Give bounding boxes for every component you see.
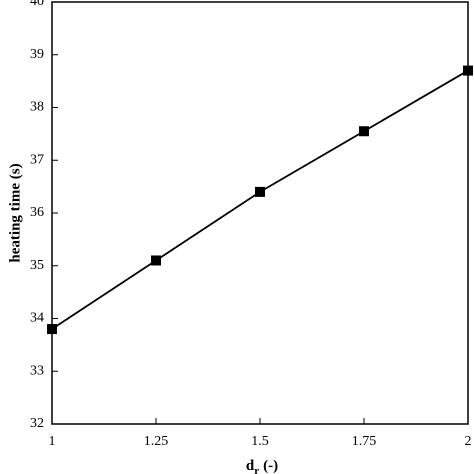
y-tick-label: 32	[30, 416, 44, 431]
x-label-sub: r	[254, 465, 259, 474]
y-tick-label: 33	[30, 363, 44, 378]
y-tick-label: 34	[30, 311, 44, 326]
x-tick-label: 1.25	[144, 434, 169, 449]
y-tick-label: 37	[30, 152, 44, 167]
y-tick-label: 39	[30, 47, 44, 62]
data-point	[359, 126, 369, 137]
plot-frame	[51, 1, 469, 425]
y-tick-label: 35	[30, 258, 44, 273]
y-tick-label: 38	[30, 100, 44, 115]
y-axis-label: heating time (s)	[7, 163, 23, 262]
x-tick-label: 2	[465, 434, 472, 449]
data-point	[463, 65, 473, 76]
data-line	[51, 69, 469, 330]
x-axis-label: dr (-)	[246, 458, 278, 474]
data-point	[47, 324, 57, 335]
x-tick-label: 1.75	[352, 434, 377, 449]
data-point	[255, 186, 265, 197]
y-tick-label: 36	[30, 205, 44, 220]
x-label-unit: (-)	[263, 458, 278, 474]
x-label-main: d	[246, 458, 255, 474]
data-point	[151, 255, 161, 266]
y-tick-label: 40	[30, 0, 44, 9]
x-tick-label: 1	[49, 434, 56, 449]
x-tick-label: 1.5	[251, 434, 269, 449]
